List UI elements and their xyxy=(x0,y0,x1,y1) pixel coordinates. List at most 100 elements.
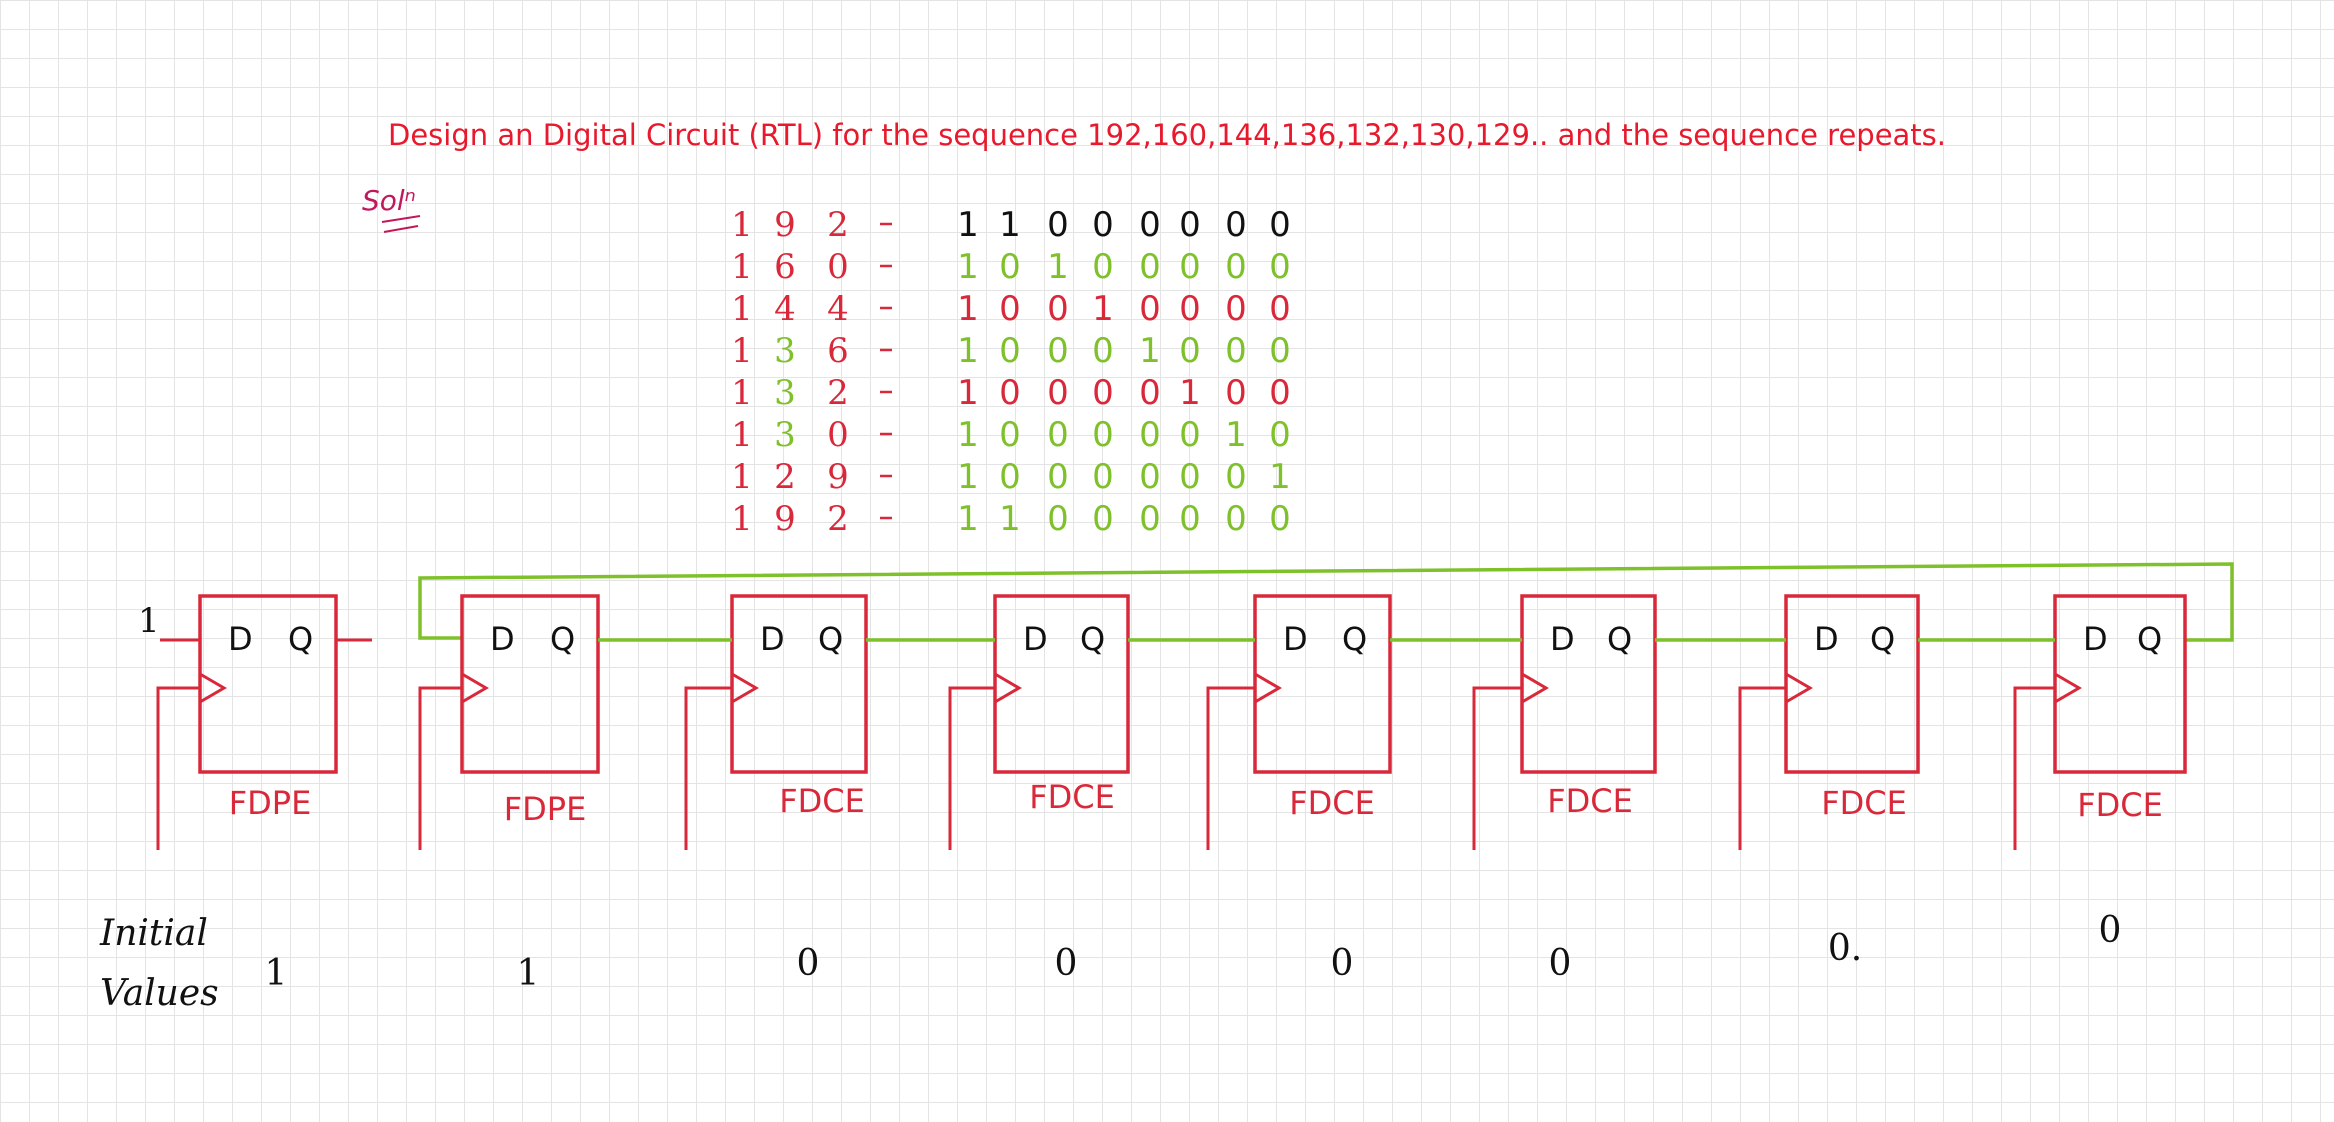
initial-value: 0 xyxy=(2099,910,2122,951)
bit-value: 0 xyxy=(1047,331,1069,371)
bit-value: 1 xyxy=(957,331,979,371)
bit-value: 0 xyxy=(1269,331,1291,371)
bit-value: 1 xyxy=(1225,415,1247,455)
decimal-digit: 2 xyxy=(774,457,796,497)
bit-value: 0 xyxy=(1047,499,1069,539)
bit-value: 1 xyxy=(999,205,1021,245)
decimal-digit: 1 xyxy=(731,373,753,413)
flip-flop-fdce: D Q FDCE xyxy=(1128,594,1392,850)
bit-value: 0 xyxy=(1179,289,1201,329)
initial-value: 1 xyxy=(265,953,288,994)
bit-value: 0 xyxy=(1269,373,1291,413)
q-pin-label: Q xyxy=(818,620,843,658)
bit-value: 0 xyxy=(1269,415,1291,455)
initial-value: 0 xyxy=(1331,943,1354,984)
flip-flop-type: FDCE xyxy=(1547,782,1633,820)
bit-value: 0 xyxy=(1092,499,1114,539)
clock-pin xyxy=(461,672,489,704)
bit-value: 0 xyxy=(999,247,1021,287)
decimal-digit: 3 xyxy=(774,373,796,413)
flip-flop-box xyxy=(730,594,868,774)
initial-value: 0 xyxy=(797,943,820,984)
bit-value: 0 xyxy=(1047,205,1069,245)
bit-value: 0 xyxy=(999,331,1021,371)
clock-pin xyxy=(199,672,227,704)
bit-value: 0 xyxy=(1092,331,1114,371)
bit-value: 0 xyxy=(999,457,1021,497)
decimal-digit: 1 xyxy=(731,457,753,497)
bit-value: 0 xyxy=(1269,499,1291,539)
bit-value: 0 xyxy=(1139,289,1161,329)
bit-value: 0 xyxy=(1139,499,1161,539)
dash-column xyxy=(880,222,892,520)
clock-wire xyxy=(948,686,995,850)
clock-wire xyxy=(1472,686,1522,850)
decimal-digit: 1 xyxy=(731,415,753,455)
bit-value: 1 xyxy=(1047,247,1069,287)
d-pin-label: D xyxy=(760,620,785,658)
decimal-digit: 3 xyxy=(774,331,796,371)
decimal-digit: 3 xyxy=(774,415,796,455)
flip-flop-type: FDCE xyxy=(1821,784,1907,822)
bit-value: 1 xyxy=(957,247,979,287)
d-pin-label: D xyxy=(228,620,253,658)
initial-label-line2: Values xyxy=(100,973,219,1014)
flip-flop-box xyxy=(2053,594,2187,774)
bit-value: 0 xyxy=(1047,373,1069,413)
clock-wire xyxy=(156,686,200,850)
bit-value: 0 xyxy=(1269,289,1291,329)
decimal-digit: 1 xyxy=(731,331,753,371)
bit-value: 0 xyxy=(1269,247,1291,287)
bit-value: 0 xyxy=(1139,247,1161,287)
decimal-digit: 1 xyxy=(731,205,753,245)
initial-value: 0 xyxy=(1549,943,1572,984)
bit-value: 0 xyxy=(1179,415,1201,455)
decimal-digit: 0 xyxy=(827,415,849,455)
clock-pin xyxy=(1254,672,1282,704)
bit-value: 0 xyxy=(1225,331,1247,371)
clock-pin xyxy=(994,672,1022,704)
bit-value: 1 xyxy=(957,415,979,455)
decimal-digit: 1 xyxy=(731,499,753,539)
bit-value: 1 xyxy=(957,499,979,539)
bit-value: 0 xyxy=(1225,247,1247,287)
solution-label: Solⁿ xyxy=(362,184,416,217)
bit-value: 0 xyxy=(1139,415,1161,455)
bit-value: 1 xyxy=(1139,331,1161,371)
bit-value: 1 xyxy=(999,499,1021,539)
bit-value: 1 xyxy=(957,373,979,413)
flip-flop-fdpe: D Q FDPE xyxy=(418,594,600,850)
bit-value: 0 xyxy=(1047,289,1069,329)
flip-flop-box xyxy=(1784,594,1920,774)
bit-value: 1 xyxy=(957,457,979,497)
bit-value: 0 xyxy=(1139,373,1161,413)
flip-flop-fdce: D Q FDCE xyxy=(1390,594,1657,850)
bit-value: 0 xyxy=(1139,457,1161,497)
decimal-digit: 9 xyxy=(774,205,796,245)
initial-values-row: 1 1 0 0 0 0 0. 0 xyxy=(265,910,2122,994)
bit-value: 1 xyxy=(957,289,979,329)
clock-wire xyxy=(1206,686,1255,850)
clock-pin xyxy=(2054,672,2082,704)
flip-flop-type: FDCE xyxy=(2077,786,2163,824)
bit-value: 0 xyxy=(1092,205,1114,245)
bit-value: 0 xyxy=(1225,499,1247,539)
bit-value: 1 xyxy=(1179,373,1201,413)
bit-value: 0 xyxy=(1225,457,1247,497)
page-title: Design an Digital Circuit (RTL) for the … xyxy=(388,118,1946,152)
feedback-wire xyxy=(418,562,2234,642)
input-value: 1 xyxy=(138,601,160,641)
flip-flop-fdpe: D Q FDPE xyxy=(156,594,338,850)
clock-wire xyxy=(684,686,732,850)
q-pin-label: Q xyxy=(288,620,313,658)
q-pin-label: Q xyxy=(1342,620,1367,658)
q-pin-label: Q xyxy=(1870,620,1895,658)
decimal-digit: 9 xyxy=(827,457,849,497)
q-pin-label: Q xyxy=(550,620,575,658)
decimal-digit: 6 xyxy=(774,247,796,287)
initial-value: 0 xyxy=(1055,943,1078,984)
q-pin-label: Q xyxy=(1607,620,1632,658)
decimal-digit: 9 xyxy=(774,499,796,539)
bit-value: 0 xyxy=(1179,457,1201,497)
